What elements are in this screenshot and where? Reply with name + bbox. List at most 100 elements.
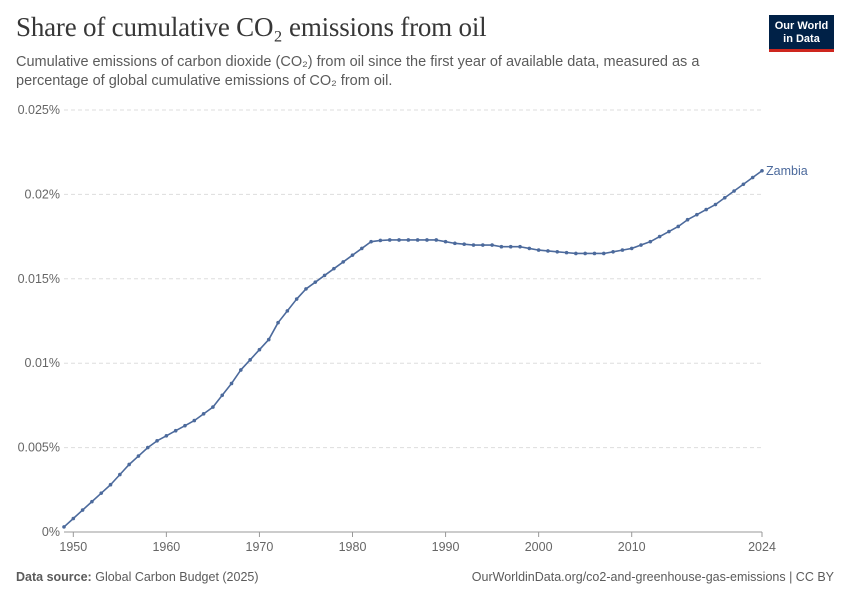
data-point	[508, 244, 513, 249]
logo-line-2: in Data	[783, 33, 820, 45]
data-point	[499, 244, 504, 249]
data-point	[490, 243, 494, 247]
data-point	[415, 238, 420, 242]
data-point	[127, 462, 131, 467]
data-point	[462, 242, 466, 246]
data-point	[611, 249, 615, 254]
data-point	[164, 433, 169, 438]
data-point	[220, 393, 225, 398]
data-point	[229, 381, 234, 386]
x-tick-label: 1970	[246, 540, 274, 554]
data-point	[574, 251, 578, 256]
data-point	[350, 253, 355, 257]
x-tick-label: 1960	[152, 540, 180, 554]
data-point	[695, 212, 699, 217]
data-point	[276, 320, 280, 325]
data-point	[425, 238, 429, 242]
data-point	[183, 423, 187, 428]
data-point	[71, 516, 76, 521]
y-tick-label: 0.02%	[25, 187, 60, 201]
data-point	[387, 238, 392, 242]
x-tick-label: 2010	[618, 540, 646, 554]
data-point	[294, 297, 299, 301]
data-point	[360, 246, 364, 251]
data-point	[453, 241, 457, 246]
data-point	[471, 243, 476, 247]
data-point	[443, 239, 448, 244]
data-point	[108, 482, 113, 487]
data-point	[248, 358, 252, 362]
data-point	[620, 248, 625, 252]
data-point	[313, 280, 318, 284]
data-point	[341, 260, 346, 264]
data-point	[555, 249, 560, 254]
y-tick-label: 0.01%	[25, 356, 60, 370]
data-point	[90, 499, 94, 504]
data-point	[62, 525, 66, 529]
data-point	[750, 175, 755, 180]
data-point	[629, 246, 634, 251]
data-point	[80, 508, 85, 512]
data-point	[639, 243, 643, 247]
data-point	[145, 445, 150, 450]
data-point	[601, 251, 606, 256]
data-point	[657, 234, 662, 239]
x-tick-label: 2000	[525, 540, 553, 554]
y-tick-label: 0.015%	[18, 272, 60, 286]
data-point	[741, 182, 746, 187]
data-point	[155, 439, 159, 443]
data-point	[546, 249, 550, 253]
data-point	[583, 251, 587, 256]
data-source-link[interactable]: Global Carbon Budget (2025)	[95, 570, 259, 584]
data-point	[257, 347, 262, 352]
logo-line-1: Our World	[774, 20, 829, 32]
data-point	[378, 238, 383, 243]
data-point	[592, 251, 597, 256]
data-point	[732, 189, 736, 193]
data-source: Data source: Global Carbon Budget (2025)	[16, 570, 259, 584]
data-point	[397, 238, 401, 242]
footer-url[interactable]: OurWorldinData.org/co2-and-greenhouse-ga…	[471, 570, 834, 584]
series-line-zambia	[63, 170, 763, 528]
data-point	[536, 248, 541, 252]
series-label-zambia: Zambia	[766, 164, 808, 178]
x-tick-label: 1990	[432, 540, 460, 554]
x-tick-label: 2024	[748, 540, 776, 554]
data-point	[99, 491, 104, 495]
data-point	[266, 337, 271, 342]
data-point	[713, 202, 718, 207]
data-point	[518, 244, 522, 249]
data-point	[118, 472, 122, 477]
data-point	[239, 368, 243, 372]
x-tick-label: 1980	[339, 540, 367, 554]
data-point	[406, 238, 411, 242]
data-point	[434, 238, 439, 242]
chart-subtitle: Cumulative emissions of carbon dioxide (…	[16, 54, 700, 89]
chart-title: Share of cumulative CO₂ emissions from o…	[16, 12, 487, 42]
data-point	[136, 454, 141, 458]
data-point	[192, 418, 197, 423]
data-point	[760, 168, 764, 173]
data-point	[481, 243, 485, 247]
y-tick-label: 0.025%	[18, 103, 60, 117]
data-point	[332, 266, 336, 271]
data-point	[173, 428, 178, 433]
x-tick-label: 1950	[59, 540, 87, 554]
data-point	[322, 273, 327, 278]
data-point	[285, 309, 290, 313]
data-point	[369, 239, 373, 244]
data-point	[564, 250, 569, 255]
data-point	[648, 239, 653, 244]
data-point	[685, 217, 690, 222]
data-point	[304, 287, 308, 291]
y-tick-label: 0.005%	[18, 441, 60, 455]
data-source-label: Data source:	[16, 570, 92, 584]
data-point	[211, 405, 215, 409]
owid-logo[interactable]: Our World in Data	[769, 15, 834, 52]
data-point	[704, 207, 708, 212]
data-point	[676, 224, 681, 229]
data-point	[201, 412, 206, 416]
data-point	[527, 246, 532, 251]
data-point	[722, 195, 727, 200]
